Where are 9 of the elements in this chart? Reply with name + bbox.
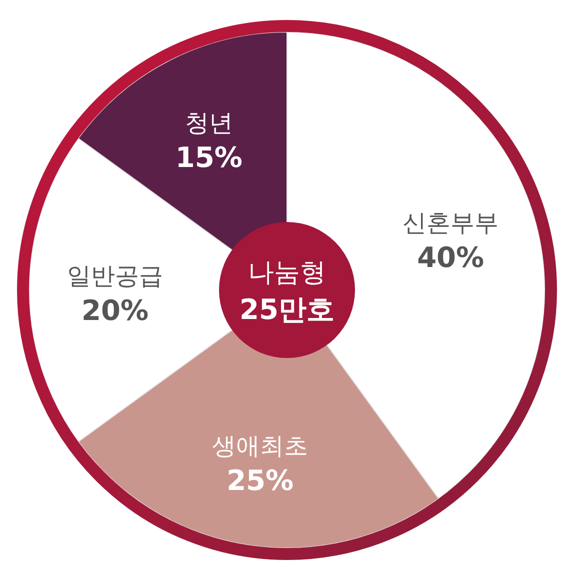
slice-label: 생애최초 [212,432,308,460]
data-label: 40% [417,240,484,274]
data-label: 15% [175,140,242,174]
slice-label: 신혼부부 [402,208,499,237]
slice-label: 청년 [184,108,233,137]
slice-label: 일반공급 [67,262,163,290]
data-label: 20% [81,294,149,327]
text: 나눔형 25만호 [240,258,334,326]
data-label: 25% [226,464,294,497]
